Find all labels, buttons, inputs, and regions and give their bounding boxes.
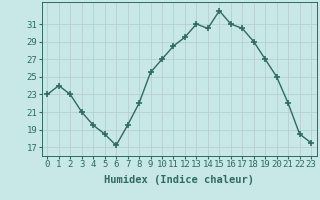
X-axis label: Humidex (Indice chaleur): Humidex (Indice chaleur)	[104, 175, 254, 185]
